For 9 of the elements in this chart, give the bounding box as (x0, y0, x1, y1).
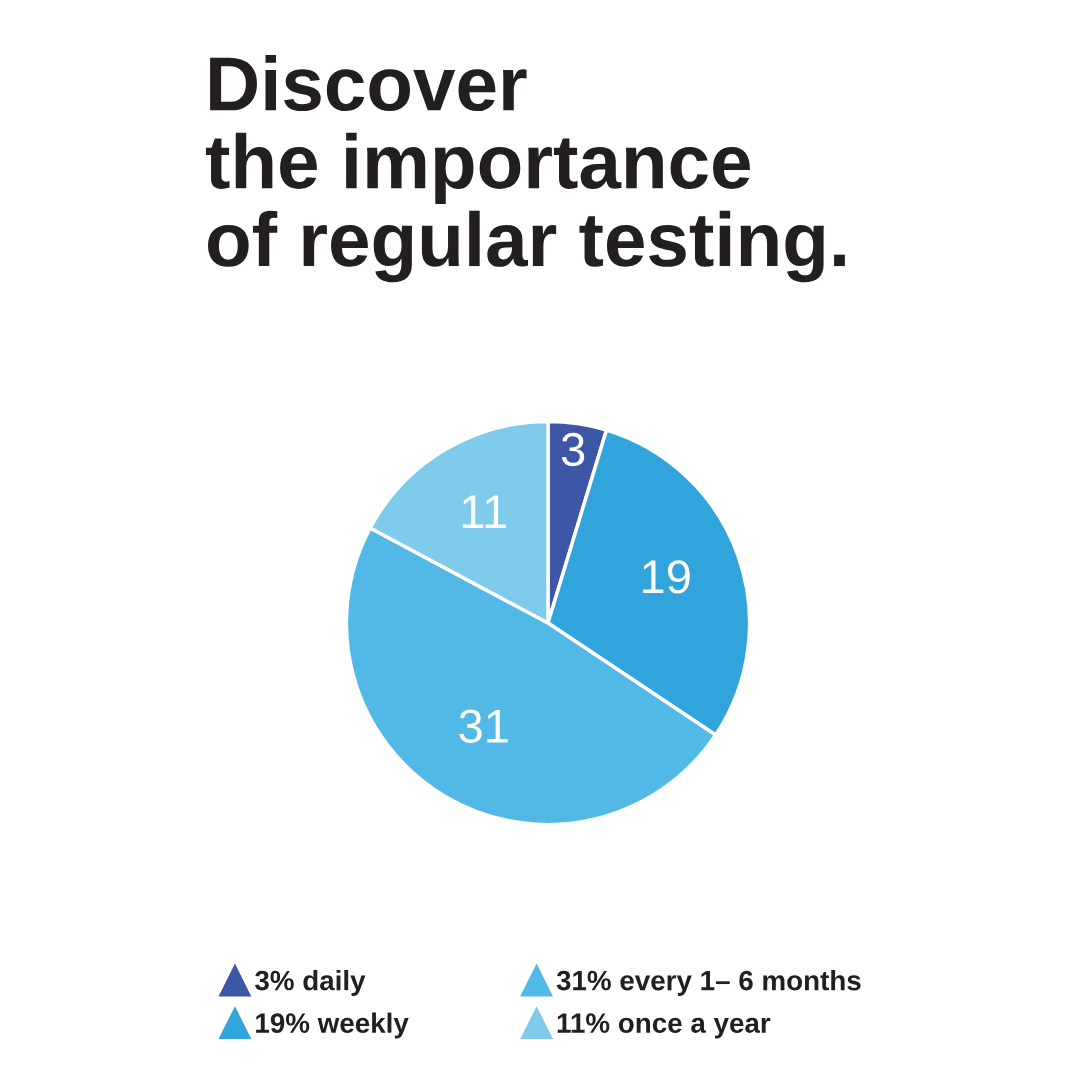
chart-title: Discover the importance of regular testing. (205, 55, 845, 283)
legend-label: 3% daily (255, 970, 366, 996)
legend-label: 19% weekly (256, 1012, 409, 1039)
data-label: 19 (643, 560, 690, 594)
legend-label: 11% once a year (557, 1013, 771, 1039)
data-label: 3 (561, 432, 585, 467)
legend-label: 31% every 1– 6 months (556, 970, 861, 996)
data-label: 31 (459, 709, 508, 743)
data-label: 11 (462, 495, 506, 528)
